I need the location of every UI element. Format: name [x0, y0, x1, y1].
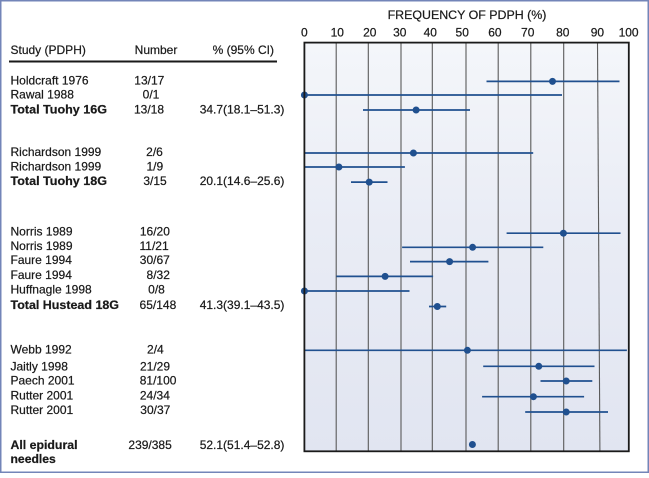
svg-text:65/148: 65/148	[140, 298, 177, 312]
svg-text:1/9: 1/9	[146, 160, 163, 174]
svg-text:2/4: 2/4	[147, 342, 164, 356]
svg-text:8/32: 8/32	[147, 268, 171, 282]
svg-text:50: 50	[456, 26, 470, 40]
svg-text:0/1: 0/1	[143, 88, 160, 102]
svg-text:Faure 1994: Faure 1994	[11, 268, 73, 282]
svg-text:30/67: 30/67	[140, 253, 170, 267]
svg-text:10: 10	[331, 26, 345, 40]
svg-text:Richardson 1999: Richardson 1999	[11, 160, 102, 174]
svg-text:20.1(14.6–25.6): 20.1(14.6–25.6)	[200, 174, 285, 188]
svg-text:Total Tuohy 16G: Total Tuohy 16G	[11, 103, 108, 117]
svg-text:100: 100	[619, 26, 639, 40]
svg-text:16/20: 16/20	[140, 225, 170, 239]
svg-text:52.1(51.4–52.8): 52.1(51.4–52.8)	[200, 438, 285, 452]
svg-text:Rutter 2001: Rutter 2001	[11, 389, 74, 403]
svg-text:3/15: 3/15	[143, 174, 167, 188]
svg-text:needles: needles	[11, 452, 57, 466]
svg-text:Richardson 1999: Richardson 1999	[11, 145, 102, 159]
svg-text:13/17: 13/17	[134, 74, 164, 88]
svg-text:Norris 1989: Norris 1989	[11, 225, 73, 239]
svg-text:30: 30	[393, 26, 407, 40]
svg-text:81/100: 81/100	[140, 374, 177, 388]
svg-text:239/385: 239/385	[128, 438, 172, 452]
svg-text:30/37: 30/37	[140, 403, 170, 417]
svg-text:21/29: 21/29	[140, 359, 170, 373]
svg-text:Rutter 2001: Rutter 2001	[11, 403, 74, 417]
svg-text:Huffnagle 1998: Huffnagle 1998	[11, 282, 93, 296]
svg-text:All epidural: All epidural	[11, 438, 78, 452]
svg-text:Total Tuohy 18G: Total Tuohy 18G	[11, 174, 108, 188]
svg-text:% (95% CI): % (95% CI)	[213, 43, 274, 57]
svg-text:Rawal 1988: Rawal 1988	[11, 88, 75, 102]
svg-text:24/34: 24/34	[140, 389, 170, 403]
svg-text:0/8: 0/8	[148, 282, 165, 296]
svg-text:Total Hustead 18G: Total Hustead 18G	[11, 298, 119, 312]
svg-text:70: 70	[521, 26, 535, 40]
svg-text:Norris 1989: Norris 1989	[11, 239, 73, 253]
svg-text:80: 80	[556, 26, 570, 40]
svg-text:Faure 1994: Faure 1994	[11, 253, 73, 267]
svg-text:Jaitly 1998: Jaitly 1998	[11, 359, 69, 373]
svg-text:13/18: 13/18	[134, 103, 164, 117]
svg-text:60: 60	[488, 26, 502, 40]
svg-text:40: 40	[424, 26, 438, 40]
svg-text:FREQUENCY OF PDPH (%): FREQUENCY OF PDPH (%)	[388, 8, 547, 22]
svg-text:20: 20	[363, 26, 377, 40]
svg-text:Webb 1992: Webb 1992	[11, 342, 72, 356]
svg-text:2/6: 2/6	[146, 145, 163, 159]
svg-text:41.3(39.1–43.5): 41.3(39.1–43.5)	[200, 298, 285, 312]
svg-text:34.7(18.1–51.3): 34.7(18.1–51.3)	[200, 103, 285, 117]
svg-text:Holdcraft 1976: Holdcraft 1976	[11, 74, 89, 88]
svg-text:Paech 2001: Paech 2001	[11, 374, 75, 388]
svg-text:Study (PDPH): Study (PDPH)	[11, 43, 86, 57]
svg-text:90: 90	[591, 26, 605, 40]
svg-text:11/21: 11/21	[140, 239, 169, 253]
svg-text:0: 0	[301, 26, 308, 40]
svg-text:Number: Number	[135, 43, 178, 57]
